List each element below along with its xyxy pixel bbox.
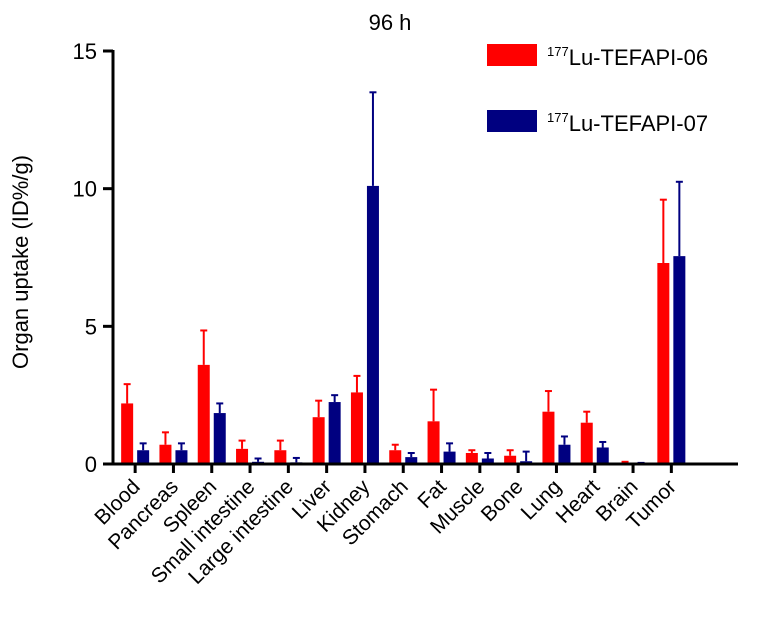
bar-series-1-4 (274, 450, 287, 464)
y-tick-label-0: 0 (85, 452, 97, 477)
legend-label-series-1: 177Lu-TEFAPI-06 (547, 44, 708, 70)
bar-series-2-0 (137, 450, 150, 464)
bar-series-1-5 (312, 417, 325, 464)
bar-series-2-5 (328, 402, 341, 464)
bar-series-2-12 (596, 447, 609, 464)
legend-swatch-series-2 (487, 110, 537, 132)
legend-label-series-2: 177Lu-TEFAPI-07 (547, 110, 708, 136)
bar-series-1-0 (121, 403, 134, 464)
legend-sup-series-2: 177 (547, 110, 569, 125)
bar-series-2-9 (481, 458, 494, 464)
bar-series-1-3 (236, 448, 249, 464)
y-tick-label-2: 10 (73, 177, 97, 202)
bar-series-2-14 (673, 256, 686, 464)
bar-series-1-8 (427, 421, 440, 464)
legend-name-series-1: Lu-TEFAPI-06 (569, 45, 708, 70)
chart-title: 96 h (369, 10, 412, 35)
legend-sup-series-1: 177 (547, 44, 569, 59)
legend-name-series-2: Lu-TEFAPI-07 (569, 111, 708, 136)
bar-series-1-10 (504, 455, 517, 464)
bar-series-2-7 (405, 457, 418, 464)
bar-series-2-6 (366, 185, 379, 464)
bar-series-2-1 (175, 450, 188, 464)
bar-series-1-6 (350, 392, 363, 464)
legend: 177Lu-TEFAPI-06 177Lu-TEFAPI-07 (487, 44, 708, 136)
bar-series-1-14 (657, 263, 670, 464)
x-tick-label-10: Bone (477, 475, 528, 526)
legend-swatch-series-1 (487, 44, 537, 66)
bar-series-1-7 (389, 450, 402, 464)
bar-series-1-1 (159, 444, 172, 464)
bar-series-2-11 (558, 444, 571, 464)
bar-series-2-8 (443, 451, 456, 464)
bar-series-1-9 (465, 452, 478, 464)
x-tick-label-12: Heart (552, 475, 605, 528)
y-tick-label-1: 5 (85, 314, 97, 339)
y-axis-label: Organ uptake (ID%/g) (8, 155, 33, 369)
bar-series-1-11 (542, 411, 555, 464)
y-tick-label-3: 15 (73, 39, 97, 64)
bar-series-1-12 (580, 422, 593, 464)
bar-series-1-2 (197, 364, 210, 464)
bar-series-2-2 (213, 413, 226, 464)
